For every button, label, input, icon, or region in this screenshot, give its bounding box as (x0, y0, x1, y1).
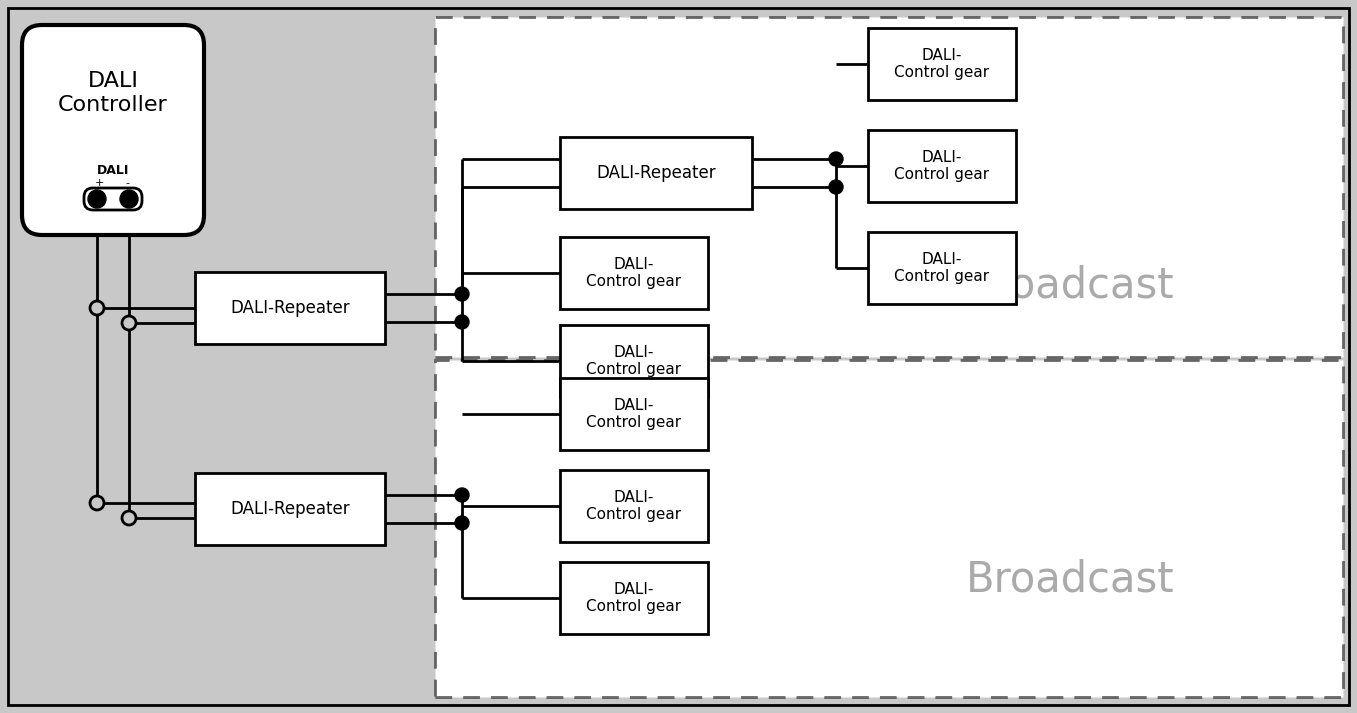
Circle shape (829, 152, 843, 166)
Bar (195, 272, 385, 344)
Circle shape (455, 287, 470, 301)
Bar (560, 237, 708, 309)
Bar (560, 325, 708, 397)
Bar (560, 470, 708, 542)
Bar (436, 360, 1343, 697)
Text: DALI-Repeater: DALI-Repeater (596, 164, 715, 182)
Bar (868, 130, 1016, 202)
Text: DALI
Controller: DALI Controller (58, 71, 168, 115)
Bar (868, 232, 1016, 304)
Bar (868, 28, 1016, 100)
Text: Broadcast: Broadcast (966, 264, 1174, 306)
Bar (436, 17, 1343, 357)
Bar (436, 17, 1343, 357)
Text: DALI-Repeater: DALI-Repeater (231, 299, 350, 317)
Text: Broadcast: Broadcast (966, 559, 1174, 601)
Text: DALI: DALI (96, 163, 129, 177)
Bar (195, 473, 385, 545)
Text: DALI-
Control gear: DALI- Control gear (586, 490, 681, 522)
Text: -: - (125, 178, 129, 188)
Circle shape (122, 316, 136, 330)
Text: DALI-
Control gear: DALI- Control gear (586, 345, 681, 377)
Circle shape (455, 315, 470, 329)
Circle shape (455, 516, 470, 530)
Circle shape (88, 190, 106, 208)
Text: DALI-Repeater: DALI-Repeater (231, 500, 350, 518)
FancyBboxPatch shape (22, 25, 204, 235)
Text: DALI-
Control gear: DALI- Control gear (894, 150, 989, 183)
Text: DALI-
Control gear: DALI- Control gear (586, 582, 681, 614)
Circle shape (119, 190, 138, 208)
Text: DALI-
Control gear: DALI- Control gear (586, 257, 681, 289)
Text: DALI-
Control gear: DALI- Control gear (894, 252, 989, 284)
Text: +: + (95, 178, 103, 188)
Circle shape (90, 496, 104, 510)
FancyBboxPatch shape (84, 188, 142, 210)
Circle shape (829, 180, 843, 194)
Text: DALI-
Control gear: DALI- Control gear (894, 48, 989, 80)
Circle shape (90, 301, 104, 315)
Bar (436, 360, 1343, 697)
Bar (560, 562, 708, 634)
Circle shape (122, 511, 136, 525)
Bar (560, 378, 708, 450)
Circle shape (455, 488, 470, 502)
Text: DALI-
Control gear: DALI- Control gear (586, 398, 681, 430)
Bar (560, 137, 752, 209)
